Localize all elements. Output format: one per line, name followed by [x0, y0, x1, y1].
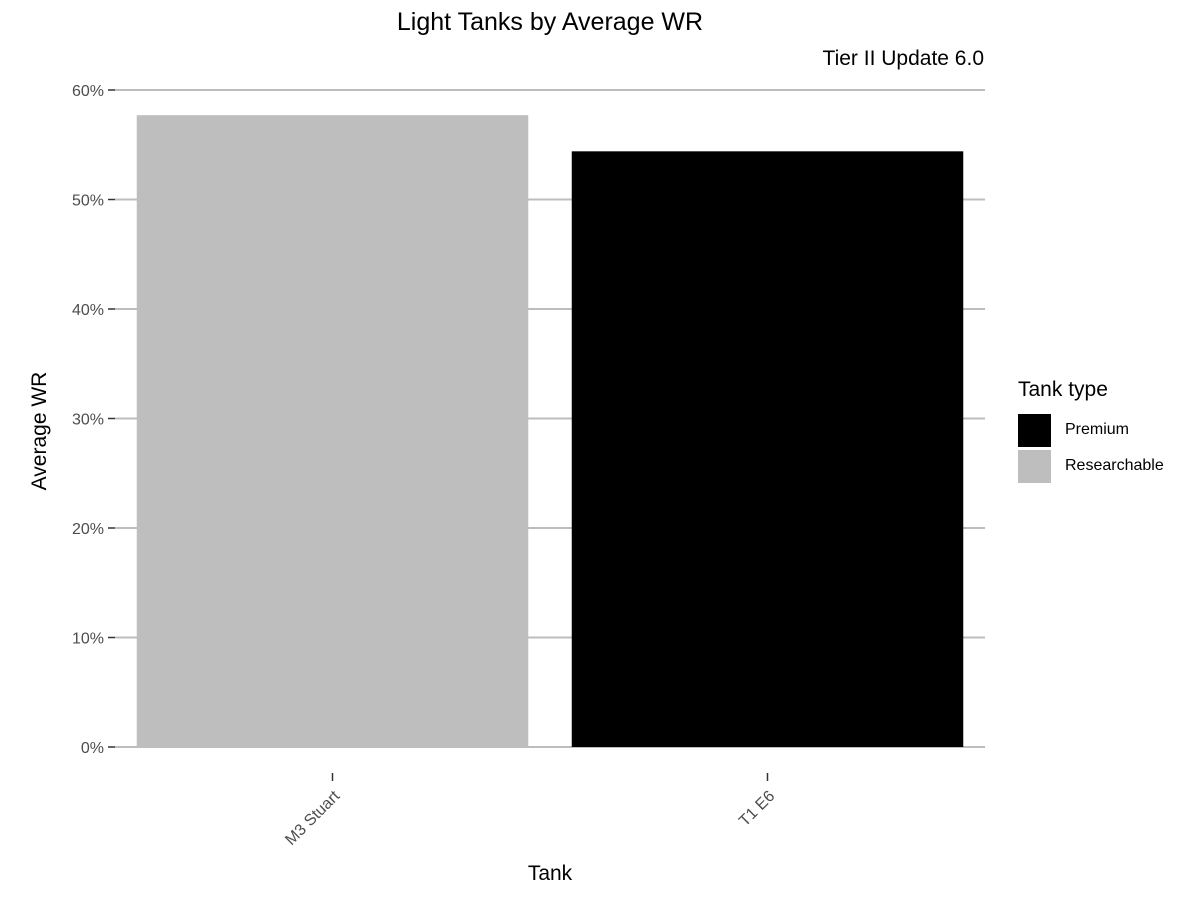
y-tick-label: 0%: [81, 740, 104, 757]
y-tick-label: 40%: [72, 302, 104, 319]
x-axis-label: Tank: [527, 862, 573, 885]
y-tick-label: 60%: [72, 83, 104, 100]
legend: Tank type Premium Researchable: [1018, 378, 1164, 484]
bar: [571, 151, 964, 747]
y-tick-label: 20%: [72, 521, 104, 538]
legend-label-researchable: Researchable: [1065, 457, 1164, 474]
y-tick-label: 30%: [72, 412, 104, 429]
legend-label-premium: Premium: [1065, 421, 1130, 438]
y-tick-label: 50%: [72, 193, 104, 210]
chart-subtitle: Tier II Update 6.0: [822, 47, 984, 70]
legend-swatch-premium: [1018, 413, 1051, 447]
y-tick-label: 10%: [72, 631, 104, 648]
y-axis-label: Average WR: [28, 371, 51, 491]
bar: [136, 115, 529, 747]
x-tick-label: T1 E6: [736, 788, 778, 830]
legend-swatch-researchable: [1018, 449, 1051, 483]
chart-title: Light Tanks by Average WR: [396, 8, 704, 36]
x-tick-label: M3 Stuart: [282, 787, 343, 848]
legend-title: Tank type: [1018, 378, 1108, 401]
legend-item-researchable: Researchable: [1018, 448, 1164, 484]
legend-item-premium: Premium: [1018, 412, 1164, 448]
